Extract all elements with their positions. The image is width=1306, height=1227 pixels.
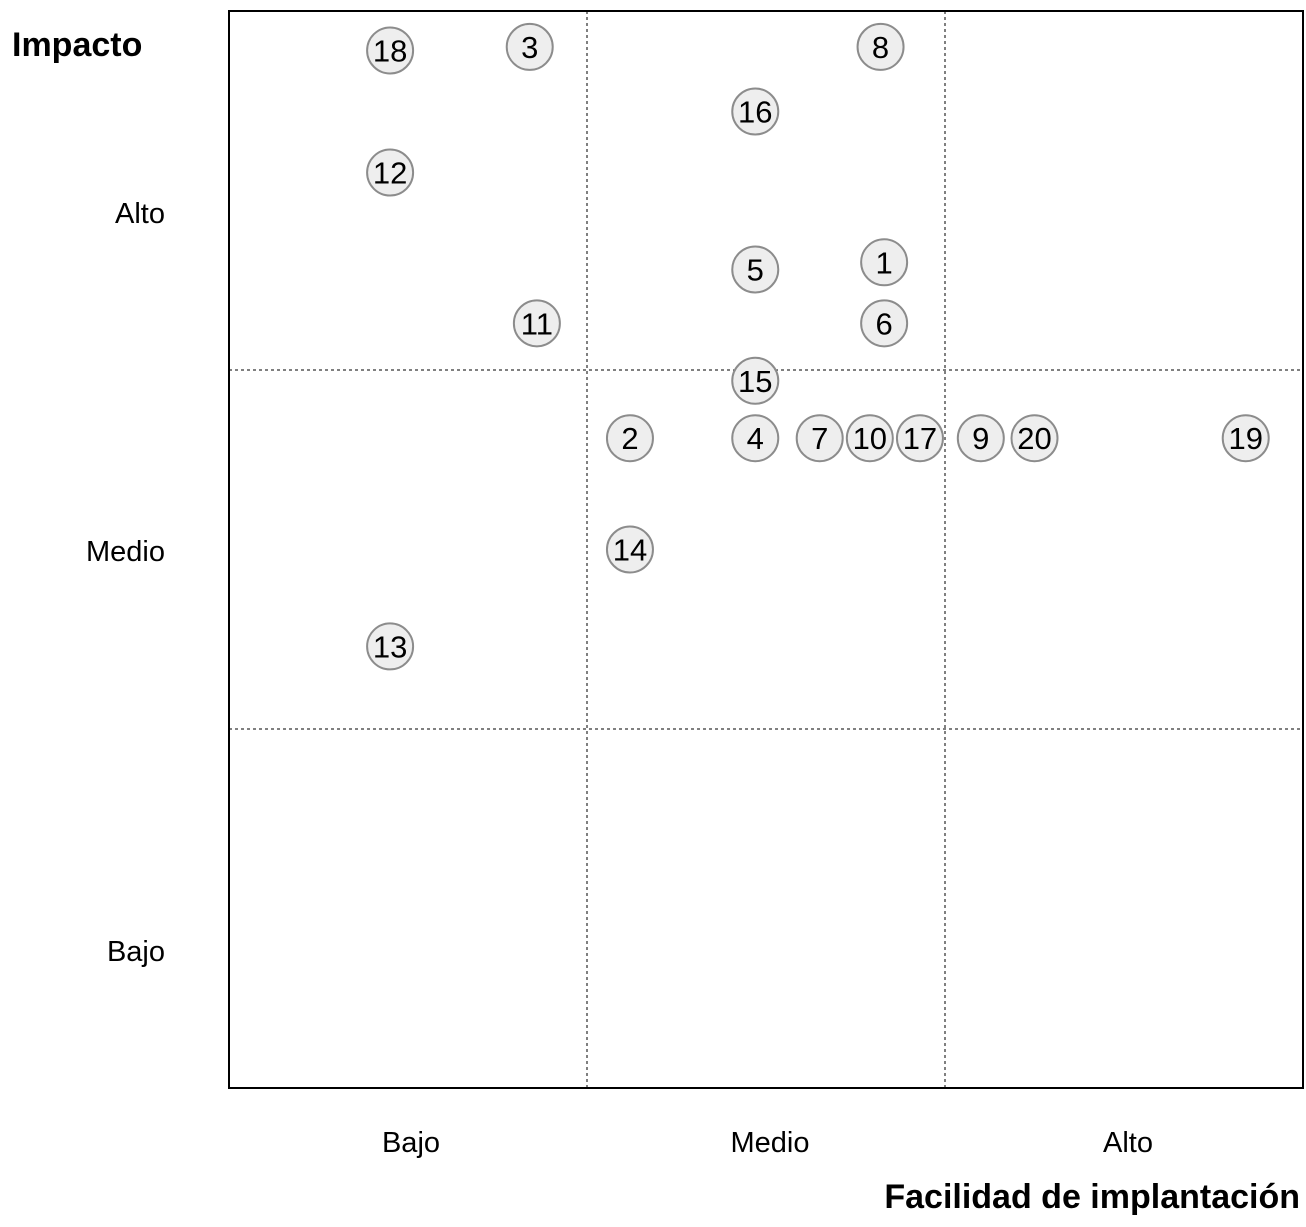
data-point-2: 2 <box>605 414 654 463</box>
point-marker <box>731 245 780 294</box>
data-point-7: 7 <box>795 414 844 463</box>
point-label: 2 <box>621 421 638 456</box>
point-label: 18 <box>373 33 407 68</box>
point-marker <box>856 22 905 71</box>
point-label: 20 <box>1017 421 1051 456</box>
data-point-15: 15 <box>731 356 780 405</box>
data-point-1: 1 <box>860 238 909 287</box>
data-point-20: 20 <box>1010 414 1059 463</box>
data-point-9: 9 <box>956 414 1005 463</box>
point-label: 12 <box>373 156 407 191</box>
point-marker <box>795 414 844 463</box>
point-label: 9 <box>972 421 989 456</box>
point-marker <box>366 148 415 197</box>
point-label: 11 <box>521 306 553 341</box>
data-point-3: 3 <box>505 22 554 71</box>
point-label: 1 <box>876 245 893 280</box>
point-label: 16 <box>738 95 772 130</box>
point-label: 19 <box>1228 421 1262 456</box>
x-axis-ticks: Bajo Medio Alto <box>382 1127 1153 1159</box>
point-marker <box>505 22 554 71</box>
point-marker <box>366 622 415 671</box>
point-label: 10 <box>853 421 887 456</box>
point-marker <box>366 26 415 75</box>
point-marker <box>1221 414 1270 463</box>
point-label: 5 <box>747 252 764 287</box>
x-tick-label: Alto <box>1103 1127 1153 1159</box>
point-marker <box>731 87 780 136</box>
data-point-13: 13 <box>366 622 415 671</box>
point-label: 13 <box>373 629 407 664</box>
plot-frame <box>228 10 1304 1089</box>
point-label: 3 <box>521 30 538 65</box>
y-tick-label: Medio <box>86 536 165 568</box>
point-marker <box>860 238 909 287</box>
point-marker <box>512 299 561 348</box>
data-point-17: 17 <box>895 414 944 463</box>
point-label: 4 <box>747 421 764 456</box>
point-label: 14 <box>613 533 647 568</box>
data-point-11: 11 <box>512 299 561 348</box>
point-marker <box>605 414 654 463</box>
data-point-16: 16 <box>731 87 780 136</box>
point-marker <box>731 414 780 463</box>
point-marker <box>895 414 944 463</box>
point-marker <box>860 299 909 348</box>
point-label: 6 <box>876 306 893 341</box>
point-label: 8 <box>872 30 889 65</box>
x-tick-label: Medio <box>731 1127 810 1159</box>
data-point-18: 18 <box>366 26 415 75</box>
point-marker <box>1010 414 1059 463</box>
point-marker <box>731 356 780 405</box>
data-point-4: 4 <box>731 414 780 463</box>
point-marker <box>845 414 894 463</box>
y-tick-label: Bajo <box>107 936 165 968</box>
y-tick-label: Alto <box>115 198 165 230</box>
data-point-6: 6 <box>860 299 909 348</box>
point-marker <box>956 414 1005 463</box>
y-axis-ticks: Alto Medio Bajo <box>86 198 165 968</box>
data-point-19: 19 <box>1221 414 1270 463</box>
data-point-10: 10 <box>845 414 894 463</box>
x-tick-label: Bajo <box>382 1127 440 1159</box>
point-label: 15 <box>738 364 772 399</box>
y-axis-title: Impacto <box>12 26 142 64</box>
x-axis-title: Facilidad de implantación <box>884 1178 1300 1216</box>
point-marker <box>605 525 654 574</box>
data-point-5: 5 <box>731 245 780 294</box>
point-label: 17 <box>903 421 937 456</box>
data-point-14: 14 <box>605 525 654 574</box>
data-point-12: 12 <box>366 148 415 197</box>
data-point-8: 8 <box>856 22 905 71</box>
point-label: 7 <box>811 421 828 456</box>
